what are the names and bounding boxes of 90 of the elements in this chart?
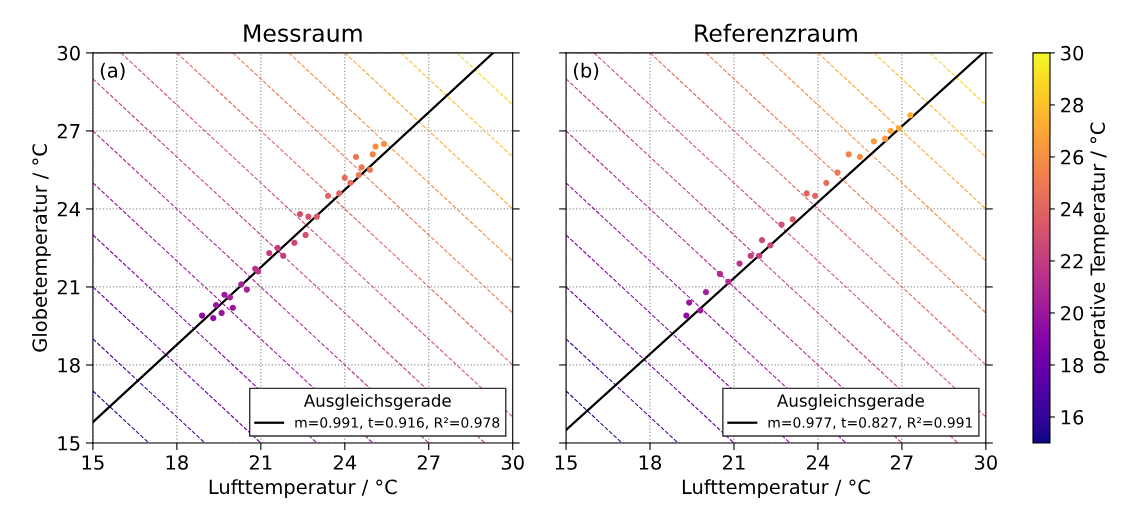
color-bar-title: operative Temperatur / °C	[1089, 122, 1109, 374]
point	[845, 151, 852, 158]
color-bar-label: 20	[1061, 305, 1084, 321]
point	[243, 286, 250, 293]
x-tick-label: 21	[723, 455, 745, 470]
x-tick-label: 27	[890, 455, 913, 470]
x-tick-label: 27	[417, 455, 440, 470]
point	[352, 153, 360, 161]
x-tick-label: 30	[974, 455, 997, 470]
point	[895, 125, 903, 132]
point	[736, 260, 743, 267]
point	[686, 299, 693, 306]
point	[226, 294, 234, 301]
point	[380, 140, 388, 148]
y-axis-title: Globetemperatur / °C	[31, 144, 51, 352]
point	[358, 164, 365, 171]
point	[280, 252, 287, 259]
point	[238, 281, 245, 288]
point	[823, 179, 830, 187]
point	[887, 127, 894, 135]
point	[229, 304, 236, 311]
point	[296, 211, 304, 218]
point	[305, 213, 312, 220]
x-axis-title: Lufttemperatur / °C	[682, 479, 870, 498]
color-bar-label: 28	[1061, 97, 1084, 113]
point	[907, 112, 914, 119]
point	[756, 252, 763, 259]
color-bar-label: 26	[1061, 149, 1084, 165]
point	[266, 250, 273, 257]
y-tick-label: 27	[57, 123, 80, 139]
point	[341, 174, 348, 181]
point	[803, 190, 810, 197]
chart-title: Messraum	[244, 24, 362, 43]
color-bar-label: 16	[1061, 409, 1084, 425]
point	[697, 307, 704, 314]
point	[212, 302, 220, 309]
point	[336, 190, 343, 197]
point	[291, 239, 298, 246]
point	[758, 237, 766, 244]
point	[812, 192, 819, 200]
point	[778, 221, 785, 228]
point	[366, 166, 374, 174]
legend-title: Ausgleichsgerade	[777, 393, 924, 411]
point	[870, 138, 878, 145]
x-tick-label: 30	[501, 455, 524, 470]
point	[856, 153, 864, 161]
x-tick-label: 15	[555, 455, 577, 470]
annotation: (b)	[574, 62, 599, 80]
y-tick-label: 18	[58, 357, 80, 373]
x-tick-label: 24	[333, 455, 357, 470]
point	[881, 135, 889, 142]
x-tick-label: 15	[82, 455, 104, 470]
legend-label: m=0.991, t=0.916, R²=0.978	[295, 417, 500, 430]
point	[221, 291, 228, 298]
point	[834, 169, 841, 176]
point	[767, 242, 774, 249]
point	[372, 143, 379, 150]
color-bar-label: 18	[1061, 357, 1084, 373]
point	[218, 309, 225, 317]
color-bar-label: 22	[1061, 253, 1083, 269]
point	[274, 244, 281, 252]
y-tick-label: 21	[57, 279, 80, 295]
point	[210, 315, 217, 322]
point	[324, 192, 332, 200]
point	[313, 213, 320, 220]
point	[355, 172, 362, 179]
x-tick-label: 18	[639, 455, 662, 470]
legend-title: Ausgleichsgerade	[303, 393, 451, 411]
x-tick-label: 21	[249, 455, 272, 470]
point	[302, 231, 309, 239]
point	[702, 289, 710, 296]
point	[369, 151, 376, 158]
point	[725, 278, 732, 285]
x-axis-title: Lufttemperatur / °C	[209, 479, 397, 498]
color-bar-label: 30	[1061, 45, 1084, 61]
color-bar-label: 24	[1061, 201, 1084, 217]
point	[198, 312, 206, 319]
legend-label: m=0.977, t=0.827, R²=0.991	[768, 417, 973, 430]
point	[789, 216, 796, 223]
x-tick-label: 24	[806, 455, 830, 470]
chart-title: Referenzraum	[695, 23, 857, 43]
x-tick-label: 18	[166, 455, 188, 470]
y-tick-label: 15	[58, 436, 80, 451]
point	[747, 252, 754, 259]
y-tick-label: 24	[57, 201, 81, 217]
y-tick-label: 30	[57, 45, 80, 61]
point	[347, 179, 354, 187]
point	[716, 270, 724, 278]
annotation: (a)	[100, 62, 125, 80]
point	[683, 312, 690, 319]
